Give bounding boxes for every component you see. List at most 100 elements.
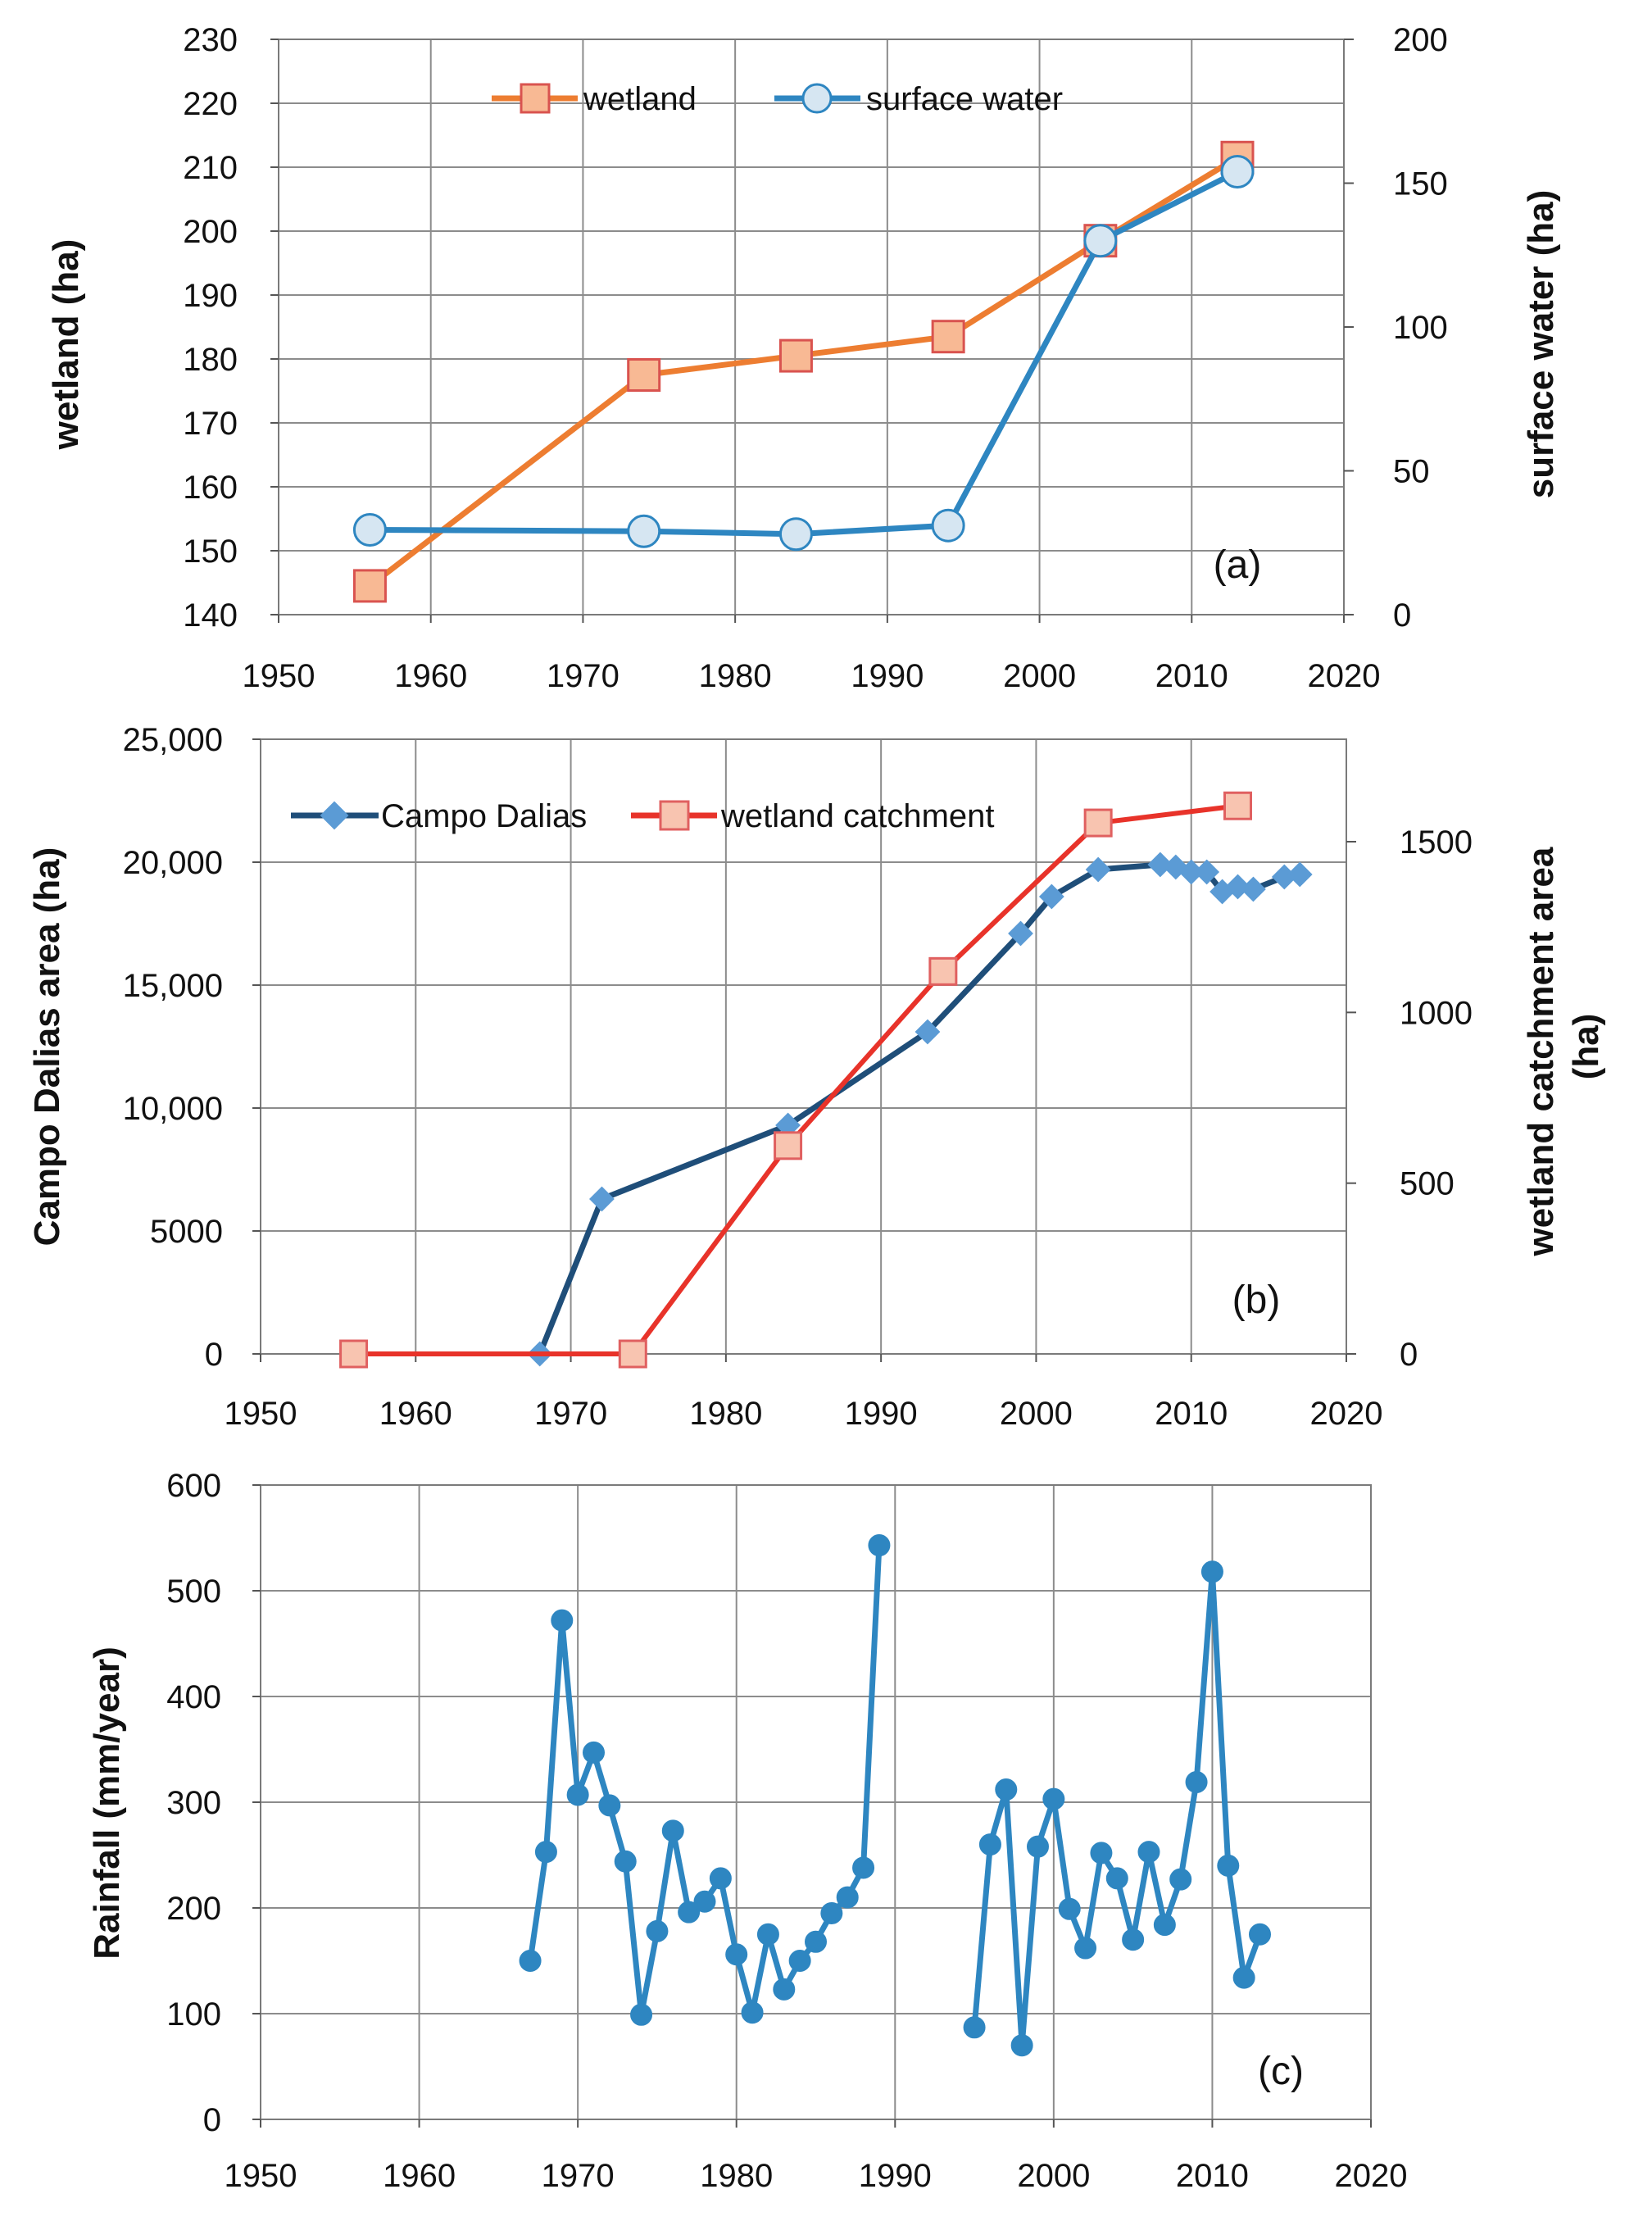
x-tick-label-a: 1960 — [394, 658, 467, 694]
data-point-surface-water — [352, 512, 387, 547]
x-tick-label-a: 1980 — [699, 658, 772, 694]
data-point-rainfall — [646, 1919, 669, 1942]
series-b — [339, 791, 1313, 1369]
x-tick-label-a: 2020 — [1308, 658, 1381, 694]
data-point-wetland-catchment — [1083, 808, 1113, 838]
y-tick-label-a: 170 — [183, 406, 238, 442]
x-tick-label-b: 1970 — [534, 1396, 607, 1432]
x-tick-label-b: 2000 — [1000, 1396, 1073, 1432]
y-tick-label-c: 500 — [166, 1574, 221, 1610]
data-point-wetland-catchment — [774, 1131, 803, 1160]
y-tick-label-c: 600 — [166, 1468, 221, 1504]
y-tick-label-a: 160 — [183, 470, 238, 506]
data-point-wetland — [627, 358, 661, 392]
data-point-rainfall — [725, 1943, 748, 1966]
y-axis-label-campo-dalias: Campo Dalias area (ha) — [27, 847, 67, 1247]
data-point-wetland-catchment — [928, 956, 958, 986]
data-point-rainfall — [995, 1778, 1018, 1801]
panel-label-b: (b) — [1232, 1279, 1281, 1322]
y-tick-label-b: 0 — [205, 1337, 223, 1373]
series-line-wetland-catchment — [353, 803, 1238, 1356]
y2-tick-label-a: 0 — [1393, 597, 1411, 634]
y-tick-label-a: 140 — [183, 597, 238, 634]
legend-b: Campo Dalias wetland catchment — [291, 798, 995, 834]
data-point-rainfall — [756, 1923, 779, 1946]
data-point-rainfall — [978, 1833, 1001, 1856]
data-point-campo-dalias — [1194, 859, 1220, 885]
y-tick-label-b: 15,000 — [123, 968, 223, 1004]
data-point-rainfall — [1153, 1914, 1176, 1937]
x-tick-label-c: 1950 — [225, 2158, 297, 2194]
series-line-rainfall — [527, 1545, 883, 2018]
y-tick-label-c: 100 — [166, 1996, 221, 2033]
x-tick-label-b: 2020 — [1310, 1396, 1383, 1432]
y2-tick-label-a: 200 — [1393, 22, 1448, 58]
y-tick-label-a: 210 — [183, 150, 238, 186]
y2-axis-label-wetland-catchment: wetland catchment area (ha) — [1521, 837, 1606, 1256]
x-tick-label-b: 1960 — [379, 1396, 452, 1432]
y-tick-label-a: 230 — [183, 22, 238, 58]
panel-c: 0 100 200 300 400 500 600 1950 1960 1970 1980 1990 2… — [87, 1468, 1407, 2194]
x-tick-label-c: 2000 — [1017, 2158, 1090, 2194]
data-point-wetland-catchment — [618, 1339, 647, 1369]
legend-campo-dalias-label: Campo Dalias — [381, 798, 587, 834]
data-point-rainfall — [1090, 1842, 1113, 1864]
plot-frame-b — [260, 738, 1347, 1355]
data-point-surface-water — [1083, 224, 1118, 258]
y-tick-label-a: 190 — [183, 278, 238, 314]
grid-c — [260, 1484, 1372, 2120]
data-point-campo-dalias — [1225, 874, 1250, 900]
y-tick-label-a: 180 — [183, 342, 238, 378]
data-point-rainfall — [709, 1867, 732, 1890]
x-tick-label-a: 1950 — [243, 658, 315, 694]
data-point-rainfall — [614, 1850, 637, 1873]
panel-label-c: (c) — [1258, 2050, 1304, 2093]
data-point-rainfall — [534, 1841, 557, 1864]
ticks-c: 0 100 200 300 400 500 600 1950 1960 1970 1980 1990 2… — [166, 1468, 1407, 2194]
data-point-rainfall — [1185, 1770, 1208, 1793]
legend-campo-dalias-marker — [320, 801, 349, 830]
data-point-rainfall — [741, 2001, 764, 2024]
data-point-campo-dalias — [914, 1019, 941, 1045]
data-point-rainfall — [519, 1950, 542, 1972]
legend-a: wetland surface water — [492, 81, 1063, 117]
data-point-campo-dalias — [1008, 920, 1033, 947]
y-tick-label-c: 300 — [166, 1785, 221, 1821]
ticks-a: 140 150 160 170 180 190 200 210 220 230 1950 1960 19… — [183, 22, 1448, 694]
y2-tick-label-b: 1000 — [1400, 995, 1473, 1031]
x-tick-label-c: 1960 — [383, 2158, 456, 2194]
data-point-rainfall — [773, 1978, 796, 2001]
x-tick-label-c: 2020 — [1335, 2158, 1408, 2194]
x-tick-label-a: 2010 — [1155, 658, 1228, 694]
data-point-wetland-catchment — [1223, 791, 1252, 820]
y-tick-label-c: 0 — [203, 2102, 221, 2138]
data-point-rainfall — [566, 1783, 589, 1806]
y-tick-label-a: 200 — [183, 214, 238, 250]
legend-wetland-catchment-label: wetland catchment — [720, 798, 995, 834]
data-point-rainfall — [1058, 1897, 1081, 1920]
x-tick-label-c: 1990 — [859, 2158, 932, 2194]
data-point-rainfall — [1169, 1868, 1192, 1891]
panel-label-a: (a) — [1214, 543, 1262, 587]
data-point-rainfall — [1122, 1928, 1145, 1951]
series-c — [519, 1534, 1271, 2057]
data-point-rainfall — [1105, 1867, 1128, 1890]
data-point-rainfall — [836, 1886, 859, 1909]
data-point-campo-dalias — [589, 1186, 615, 1212]
series-line-rainfall — [971, 1569, 1263, 2049]
data-point-rainfall — [630, 2003, 653, 2026]
y2-tick-label-b: 500 — [1400, 1166, 1455, 1202]
data-point-rainfall — [805, 1930, 827, 1953]
data-point-rainfall — [1027, 1835, 1049, 1858]
x-tick-label-b: 2010 — [1155, 1396, 1228, 1432]
x-tick-label-b: 1950 — [225, 1396, 297, 1432]
panel-a: 140 150 160 170 180 190 200 210 220 230 1950 1960 19… — [46, 22, 1561, 694]
data-point-rainfall — [678, 1901, 701, 1924]
data-point-campo-dalias — [1038, 883, 1064, 910]
data-point-rainfall — [1042, 1787, 1065, 1810]
data-point-surface-water — [931, 508, 965, 543]
y-tick-label-a: 150 — [183, 534, 238, 570]
data-point-surface-water — [778, 517, 813, 552]
x-tick-label-a: 2000 — [1003, 658, 1076, 694]
